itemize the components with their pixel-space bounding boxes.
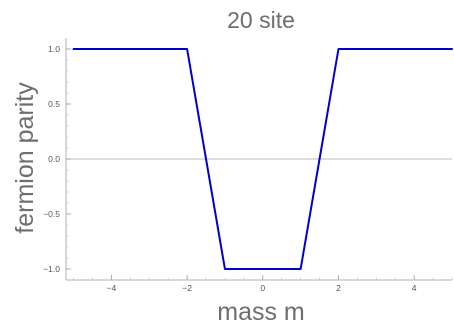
tick-labels: −4 −2 0 2 4 1.0 0.5 0.0 −0.5 −1.0 <box>43 44 417 293</box>
y-tick-label: −1.0 <box>43 264 60 274</box>
x-tick-label: −4 <box>107 283 117 293</box>
series-layer <box>72 48 453 270</box>
tick-marks <box>66 48 453 280</box>
x-tick-label: 4 <box>412 283 417 293</box>
chart-title: 20 site <box>227 7 295 33</box>
x-axis-title: mass m <box>217 298 305 326</box>
fermion-parity-line <box>72 48 453 270</box>
x-tick-label: 2 <box>336 283 341 293</box>
y-axis-title: fermion parity <box>11 82 39 234</box>
y-tick-label: −0.5 <box>43 209 60 219</box>
x-tick-label: −2 <box>182 283 192 293</box>
y-tick-label: 0.5 <box>48 99 60 109</box>
y-tick-label: 0.0 <box>48 154 60 164</box>
y-tick-label: 1.0 <box>48 44 60 54</box>
x-tick-label: 0 <box>260 283 265 293</box>
